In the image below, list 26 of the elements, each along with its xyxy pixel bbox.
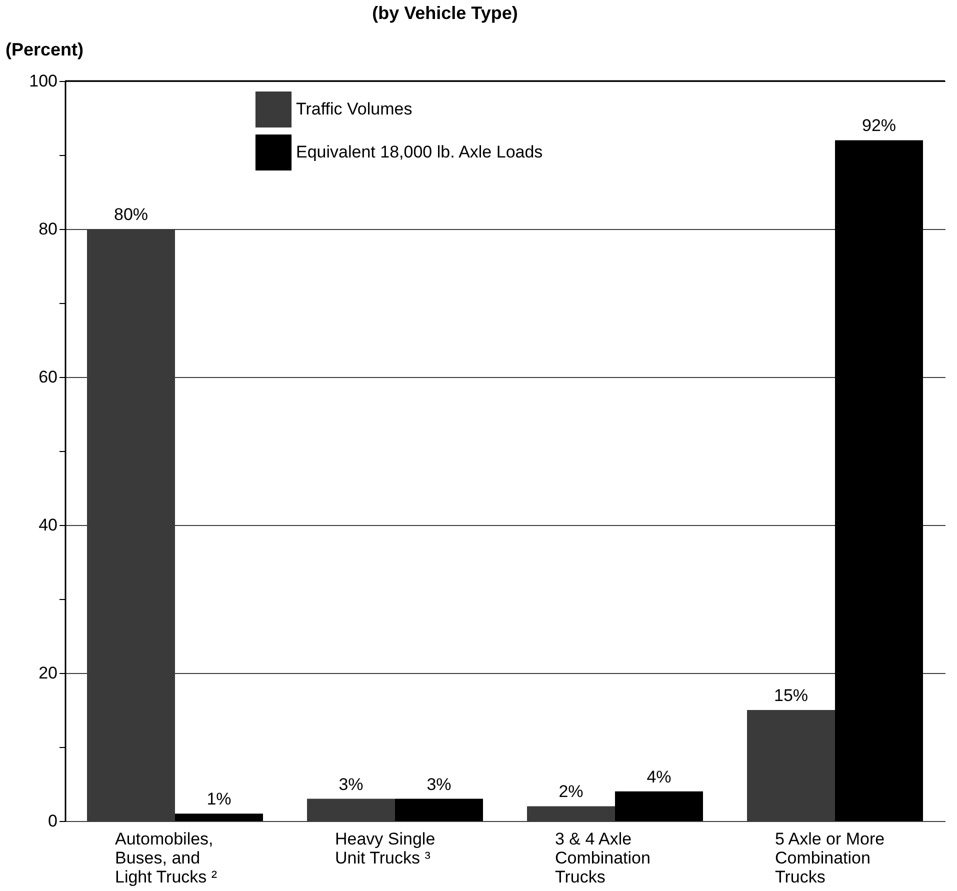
x-tick-label: Automobiles, Buses, and Light Trucks ² [115,830,218,886]
y-tick-label: 60 [38,368,58,386]
legend-label: Traffic Volumes [296,100,412,118]
data-label: 92% [862,116,896,136]
bar [87,229,175,821]
x-tick-label: Heavy Single Unit Trucks ³ [335,830,436,868]
data-label: 2% [558,782,584,802]
y-tick-label: 40 [38,516,58,534]
data-label: 15% [774,686,808,705]
bar [307,798,395,821]
x-tick-label: 3 & 4 Axle Combination Trucks [555,830,650,886]
y-tick-label: 0 [48,812,58,830]
y-axis-title: (Percent) [6,40,84,60]
data-label: 80% [114,205,148,224]
data-label: 3% [426,774,452,794]
legend-label: Equivalent 18,000 lb. Axle Loads [296,142,543,162]
data-label: 3% [338,774,364,794]
x-tick-label: 5 Axle or More Combination Trucks [775,830,885,886]
data-label: 4% [646,767,672,786]
y-tick-label: 100 [29,72,58,90]
bar [747,710,835,821]
y-tick-label: 20 [38,664,58,682]
data-label: 1% [206,790,232,809]
chart-title: (by Vehicle Type) [372,3,518,23]
bar [527,806,615,821]
y-tick-label: 80 [38,220,58,238]
